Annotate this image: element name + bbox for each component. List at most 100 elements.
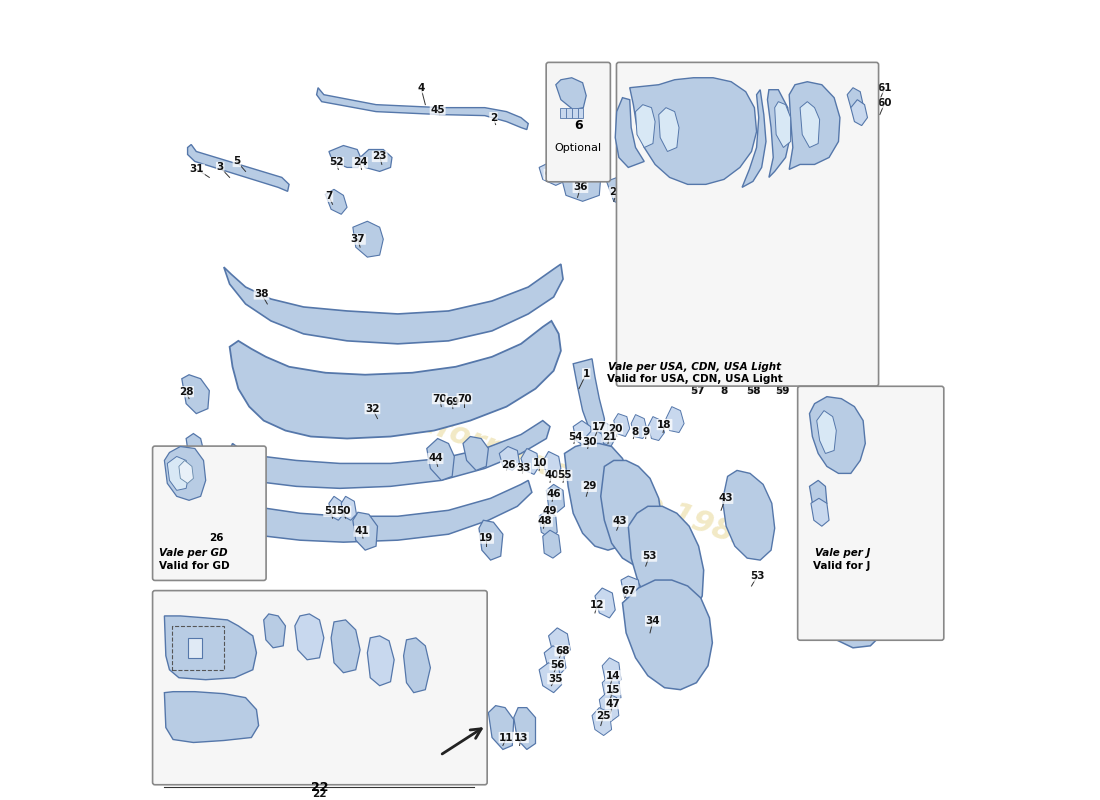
Polygon shape	[811, 498, 829, 526]
Polygon shape	[629, 78, 757, 184]
Text: 32: 32	[365, 404, 380, 414]
Text: 52: 52	[870, 503, 884, 514]
Polygon shape	[810, 397, 866, 474]
Text: 14: 14	[606, 670, 620, 681]
Text: 2: 2	[490, 113, 497, 122]
Polygon shape	[572, 108, 578, 118]
Polygon shape	[621, 576, 640, 603]
Text: 66: 66	[802, 470, 816, 480]
Text: 7: 7	[326, 191, 332, 202]
Text: 57: 57	[690, 386, 704, 396]
Text: 8: 8	[720, 384, 727, 394]
Polygon shape	[565, 108, 572, 118]
Polygon shape	[774, 102, 791, 147]
Text: Vale per USA, CDN, USA Light: Vale per USA, CDN, USA Light	[608, 362, 781, 372]
Text: 38: 38	[254, 289, 268, 299]
Polygon shape	[810, 480, 827, 508]
Text: 8: 8	[720, 386, 727, 396]
Polygon shape	[326, 190, 346, 214]
Polygon shape	[573, 358, 604, 443]
Polygon shape	[838, 480, 859, 510]
Text: 35: 35	[548, 674, 562, 684]
Polygon shape	[188, 145, 289, 191]
Polygon shape	[595, 588, 615, 618]
Polygon shape	[742, 90, 766, 187]
Text: 36: 36	[573, 182, 587, 192]
Text: 68: 68	[556, 646, 570, 656]
Polygon shape	[628, 506, 704, 620]
Polygon shape	[586, 429, 604, 454]
Text: 37: 37	[351, 234, 365, 244]
Polygon shape	[844, 500, 864, 528]
Text: 16: 16	[870, 486, 884, 496]
Polygon shape	[564, 443, 634, 550]
Text: 27: 27	[609, 187, 624, 198]
Text: Valid for GD: Valid for GD	[158, 561, 229, 571]
Text: 26: 26	[209, 533, 223, 543]
Polygon shape	[478, 520, 503, 560]
Text: 56: 56	[550, 660, 564, 670]
Polygon shape	[648, 417, 664, 441]
Text: 22: 22	[312, 790, 327, 799]
Text: 55: 55	[558, 470, 572, 480]
Text: 51: 51	[323, 506, 339, 516]
Polygon shape	[544, 646, 565, 676]
Polygon shape	[800, 514, 889, 648]
Polygon shape	[631, 414, 647, 438]
Text: 33: 33	[516, 463, 530, 474]
Polygon shape	[341, 496, 356, 520]
Polygon shape	[723, 470, 774, 560]
Text: 34: 34	[646, 616, 660, 626]
Polygon shape	[331, 620, 360, 673]
Polygon shape	[768, 90, 791, 178]
Text: 67: 67	[621, 586, 636, 596]
Text: 15: 15	[606, 685, 620, 694]
Text: 59: 59	[774, 386, 789, 396]
Polygon shape	[164, 616, 256, 680]
Text: 24: 24	[353, 158, 367, 167]
Polygon shape	[560, 108, 565, 118]
Text: 54: 54	[568, 431, 583, 442]
Text: 20: 20	[608, 423, 623, 434]
Text: 17: 17	[592, 422, 606, 431]
Polygon shape	[800, 102, 820, 147]
Polygon shape	[360, 150, 392, 171]
Polygon shape	[539, 510, 558, 538]
Text: 70: 70	[432, 394, 447, 404]
Polygon shape	[164, 692, 258, 742]
Polygon shape	[264, 614, 285, 648]
Polygon shape	[573, 421, 592, 446]
Text: 52: 52	[329, 158, 343, 167]
Text: Vale per GD: Vale per GD	[158, 548, 228, 558]
Text: 1: 1	[583, 369, 590, 378]
Text: 40: 40	[544, 470, 559, 480]
Polygon shape	[600, 693, 619, 722]
Text: 65: 65	[878, 503, 892, 514]
Text: 21: 21	[602, 431, 617, 442]
Polygon shape	[659, 108, 679, 151]
Text: 53: 53	[642, 551, 657, 561]
Polygon shape	[578, 108, 583, 118]
Polygon shape	[592, 708, 612, 735]
Text: 9: 9	[642, 426, 650, 437]
Text: 3: 3	[217, 162, 223, 173]
Bar	[172, 626, 223, 670]
Polygon shape	[602, 658, 621, 686]
FancyBboxPatch shape	[798, 386, 944, 640]
Polygon shape	[167, 457, 189, 490]
FancyBboxPatch shape	[153, 590, 487, 785]
Text: 41: 41	[354, 526, 368, 536]
Polygon shape	[329, 496, 343, 520]
Polygon shape	[847, 88, 864, 112]
Text: 47: 47	[606, 698, 620, 709]
Polygon shape	[623, 580, 713, 690]
Polygon shape	[179, 461, 194, 483]
Text: 23: 23	[373, 151, 387, 162]
Polygon shape	[549, 628, 570, 658]
Polygon shape	[180, 434, 204, 496]
FancyBboxPatch shape	[616, 62, 879, 386]
Polygon shape	[230, 421, 550, 488]
Polygon shape	[556, 78, 586, 110]
Text: 63: 63	[802, 406, 816, 417]
Text: 62: 62	[878, 443, 892, 454]
